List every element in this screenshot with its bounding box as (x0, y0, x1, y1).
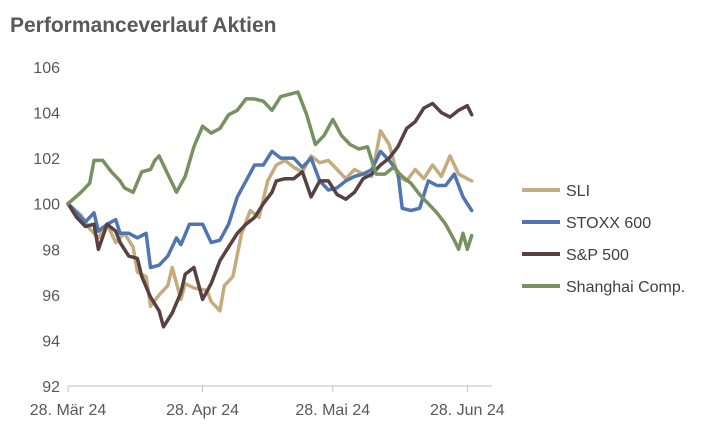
y-tick-label: 102 (33, 151, 60, 168)
series-line-1 (66, 149, 474, 270)
axes: 92 94 96 98 100 102 104 106 28. Mär 24 28. Apr 24… (30, 60, 505, 419)
series-lines (66, 90, 474, 329)
y-tick-label: 92 (42, 379, 60, 396)
legend-label: SLI (566, 183, 590, 200)
x-tick-label: 28. Jun 24 (430, 402, 505, 419)
legend: SLI STOXX 600 S&P 500 Shanghai Comp. (522, 183, 685, 296)
legend-label: Shanghai Comp. (566, 279, 685, 296)
series-line-2 (66, 101, 474, 329)
y-tick-label: 104 (33, 106, 60, 123)
x-tick-label: 28. Mär 24 (30, 402, 107, 419)
legend-label: STOXX 600 (566, 215, 651, 232)
x-tick-label: 28. Mai 24 (295, 402, 370, 419)
legend-label: S&P 500 (566, 247, 629, 264)
y-tick-label: 94 (42, 333, 60, 350)
series-line-3 (66, 90, 474, 252)
y-tick-label: 106 (33, 60, 60, 77)
y-tick-label: 96 (42, 288, 60, 305)
x-tick-label: 28. Apr 24 (166, 402, 239, 419)
y-tick-label: 98 (42, 242, 60, 259)
chart-title: Performanceverlauf Aktien (10, 14, 277, 37)
y-tick-label: 100 (33, 197, 60, 214)
